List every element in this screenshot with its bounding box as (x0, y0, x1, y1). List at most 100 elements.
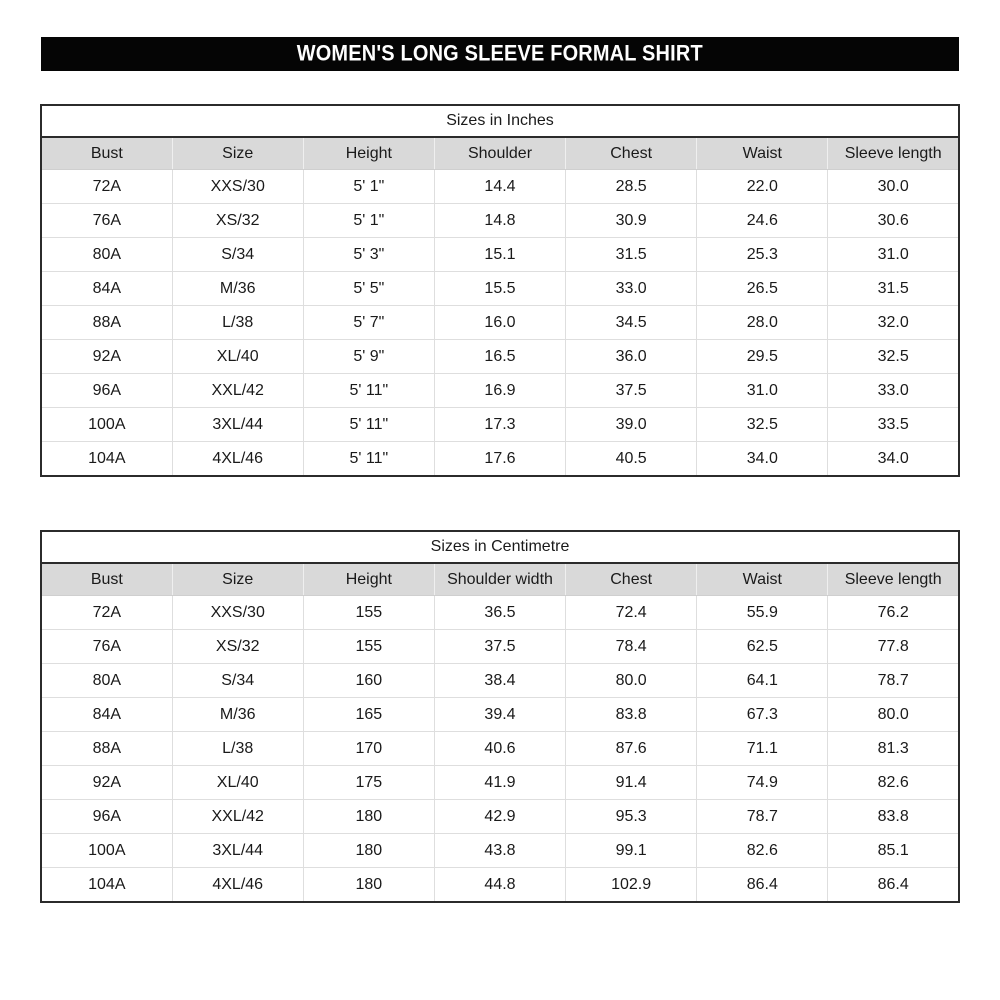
table-row: 76A XS/32 155 37.5 78.4 62.5 77.8 (41, 629, 959, 664)
table-cell: 30.0 (827, 169, 959, 204)
table-cell: 5' 5" (302, 271, 435, 306)
table-cell: 99.1 (565, 833, 697, 868)
table-cell: 5' 1" (302, 203, 435, 238)
table-cell: 81.3 (827, 731, 959, 766)
table-cell: 71.1 (696, 731, 828, 766)
table-cell: M/36 (171, 697, 304, 732)
table-cell: 36.5 (433, 595, 566, 630)
table-cell: 16.5 (433, 339, 566, 374)
table-cell: 29.5 (696, 339, 828, 374)
table-cell: 30.9 (565, 203, 697, 238)
table-cell: 76A (41, 203, 173, 238)
table-cell: L/38 (171, 305, 304, 340)
table-cell: 43.8 (433, 833, 566, 868)
table-cell: 38.4 (433, 663, 566, 698)
table-cell: 14.8 (433, 203, 566, 238)
table-cell: 34.5 (565, 305, 697, 340)
table-row: 96A XXL/42 180 42.9 95.3 78.7 83.8 (41, 799, 959, 834)
table-cell: 34.0 (696, 441, 828, 476)
table-cell: 28.5 (565, 169, 697, 204)
table-cell: 5' 11" (302, 373, 435, 408)
table-cell: 31.5 (565, 237, 697, 272)
table-cell: XS/32 (171, 629, 304, 664)
table-cell: S/34 (171, 237, 304, 272)
table-cell: L/38 (171, 731, 304, 766)
table-cell: 92A (41, 339, 173, 374)
column-header-shoulder: Shoulder (433, 137, 566, 170)
table-cell: 96A (41, 373, 173, 408)
column-header-size: Size (171, 137, 304, 170)
table-row: 100A 3XL/44 180 43.8 99.1 82.6 85.1 (41, 833, 959, 868)
table-cell: 88A (41, 305, 173, 340)
table-cell: 78.7 (827, 663, 959, 698)
title-banner: WOMEN'S LONG SLEEVE FORMAL SHIRT (41, 37, 959, 71)
table-cell: 4XL/46 (171, 441, 304, 476)
table-cell: 165 (302, 697, 435, 732)
table-cell: 76.2 (827, 595, 959, 630)
column-header-row: Bust Size Height Shoulder width Chest Waist Sl… (41, 563, 959, 596)
table-cell: 72A (41, 169, 173, 204)
column-header-chest: Chest (565, 563, 697, 596)
table-cell: 31.0 (696, 373, 828, 408)
table-cell: M/36 (171, 271, 304, 306)
table-cell: XXL/42 (171, 373, 304, 408)
table-cell: 180 (302, 833, 435, 868)
table-cell: 155 (302, 595, 435, 630)
table-cell: 88A (41, 731, 173, 766)
table-cell: 31.5 (827, 271, 959, 306)
table-cell: 100A (41, 833, 173, 868)
table-cell: 42.9 (433, 799, 566, 834)
table-row: 84A M/36 165 39.4 83.8 67.3 80.0 (41, 697, 959, 732)
table-row: 80A S/34 5' 3" 15.1 31.5 25.3 31.0 (41, 237, 959, 272)
table-cell: 22.0 (696, 169, 828, 204)
table-cell: 5' 1" (302, 169, 435, 204)
table-cell: 86.4 (827, 867, 959, 902)
column-header-waist: Waist (696, 137, 828, 170)
table-cell: 37.5 (565, 373, 697, 408)
inches-size-table: Sizes in Inches Bust Size Height Shoulder Ch… (40, 104, 960, 477)
table-cell: 72A (41, 595, 173, 630)
table-cell: 30.6 (827, 203, 959, 238)
table-cell: 180 (302, 799, 435, 834)
table-title-row: Sizes in Inches (41, 105, 959, 138)
table-cell: 31.0 (827, 237, 959, 272)
table-cell: XL/40 (171, 765, 304, 800)
table-cell: 32.5 (696, 407, 828, 442)
table-cell: 3XL/44 (171, 407, 304, 442)
table-cell: 92A (41, 765, 173, 800)
table-cell: 100A (41, 407, 173, 442)
table-cell: 96A (41, 799, 173, 834)
table-cell: 80.0 (565, 663, 697, 698)
column-header-height: Height (302, 563, 435, 596)
table-cell: 84A (41, 271, 173, 306)
table-cell: 82.6 (827, 765, 959, 800)
table-cell: 80.0 (827, 697, 959, 732)
table-cell: 155 (302, 629, 435, 664)
table-cell: 55.9 (696, 595, 828, 630)
column-header-shoulder-width: Shoulder width (433, 563, 566, 596)
table-cell: 86.4 (696, 867, 828, 902)
table-cell: 34.0 (827, 441, 959, 476)
column-header-chest: Chest (565, 137, 697, 170)
table-row: 96A XXL/42 5' 11" 16.9 37.5 31.0 33.0 (41, 373, 959, 408)
table-cell: 15.5 (433, 271, 566, 306)
table-cell: 37.5 (433, 629, 566, 664)
table-row: 80A S/34 160 38.4 80.0 64.1 78.7 (41, 663, 959, 698)
table-cell: 28.0 (696, 305, 828, 340)
centimetre-size-table: Sizes in Centimetre Bust Size Height Should… (40, 530, 960, 903)
table-cell: 16.9 (433, 373, 566, 408)
table-row: 84A M/36 5' 5" 15.5 33.0 26.5 31.5 (41, 271, 959, 306)
table-cell: 78.4 (565, 629, 697, 664)
column-header-sleeve-length: Sleeve length (827, 137, 959, 170)
table-cell: 39.0 (565, 407, 697, 442)
table-row: 88A L/38 5' 7" 16.0 34.5 28.0 32.0 (41, 305, 959, 340)
table-cell: XS/32 (171, 203, 304, 238)
table-cell: 78.7 (696, 799, 828, 834)
table-cell: 25.3 (696, 237, 828, 272)
table-cell: 5' 11" (302, 407, 435, 442)
table-cell: 44.8 (433, 867, 566, 902)
table-cell: XXS/30 (171, 595, 304, 630)
table-cell: 67.3 (696, 697, 828, 732)
table-cell: 87.6 (565, 731, 697, 766)
